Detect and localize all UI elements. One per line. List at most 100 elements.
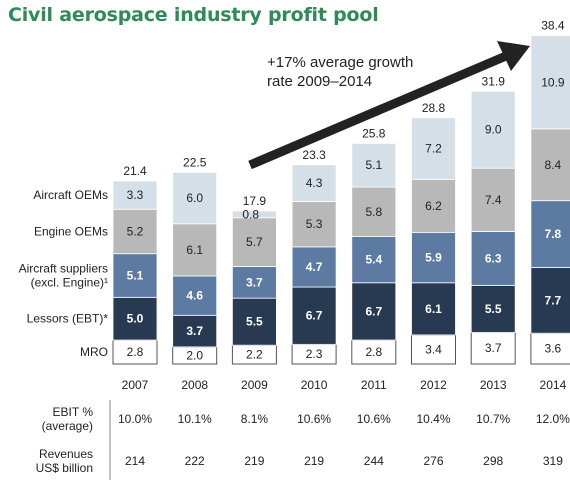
data-label: 8.4 — [545, 158, 562, 172]
table-cell: 319 — [543, 454, 563, 468]
data-label: 4.7 — [306, 260, 323, 274]
data-label: 3.7 — [186, 324, 203, 338]
total-label: 31.9 — [482, 74, 506, 88]
bar-segment — [530, 266, 570, 334]
data-label: 3.4 — [425, 342, 442, 356]
table-cell: 298 — [483, 454, 503, 468]
data-label: 7.2 — [425, 142, 442, 156]
data-label: 3.6 — [545, 342, 562, 356]
total-label: 17.9 — [243, 194, 267, 208]
table-cell: 276 — [423, 454, 443, 468]
data-label: 4.3 — [306, 176, 323, 190]
data-label: 5.3 — [306, 217, 323, 231]
data-label: 5.8 — [365, 205, 382, 219]
table-row-label: US$ billion — [36, 461, 93, 475]
x-tick-label: 2012 — [420, 378, 447, 392]
table-row-label: (average) — [42, 419, 93, 433]
series-label: Aircraft suppliers — [19, 262, 108, 276]
data-label: 3.7 — [485, 341, 502, 355]
data-label: 6.1 — [186, 243, 203, 257]
data-label: 0.8 — [242, 207, 259, 221]
data-label: 3.7 — [246, 275, 263, 289]
growth-annotation: rate 2009–2014 — [267, 73, 372, 90]
x-tick-label: 2014 — [540, 378, 567, 392]
x-tick-label: 2010 — [301, 378, 328, 392]
bar-segment — [411, 117, 456, 180]
series-label: Engine OEMs — [34, 224, 108, 238]
bar-segment — [172, 223, 218, 277]
bar-segment — [231, 266, 277, 299]
bar-segment — [351, 282, 397, 341]
table-cell: 10.6% — [357, 412, 391, 426]
data-label: 5.1 — [365, 158, 382, 172]
data-label: 4.6 — [186, 289, 203, 303]
data-label: 10.9 — [541, 75, 565, 89]
bar-segment — [291, 246, 337, 288]
data-label: 5.5 — [246, 315, 263, 329]
data-label: 5.2 — [127, 224, 144, 238]
data-label: 6.7 — [306, 309, 323, 323]
data-label: 6.7 — [365, 304, 382, 318]
table-cell: 10.7% — [476, 412, 510, 426]
growth-arrow-head — [497, 41, 530, 71]
series-label: Aircraft OEMs — [33, 188, 108, 202]
bar-segment — [112, 208, 158, 255]
x-tick-label: 2007 — [122, 378, 149, 392]
data-label: 6.0 — [186, 191, 203, 205]
table-cell: 219 — [304, 454, 324, 468]
table-cell: 219 — [244, 454, 264, 468]
bar-segment — [291, 164, 337, 202]
data-label: 3.3 — [127, 188, 144, 202]
data-label: 5.4 — [365, 253, 382, 267]
x-tick-label: 2008 — [181, 378, 208, 392]
bar-segment — [411, 334, 456, 365]
total-label: 21.4 — [123, 164, 147, 178]
bar-segment — [470, 167, 516, 232]
bar-segment — [530, 35, 570, 130]
bar-segment — [112, 253, 158, 298]
data-label: 6.1 — [425, 302, 442, 316]
growth-arrow — [248, 51, 508, 170]
series-label: (excl. Engine)¹ — [31, 276, 108, 290]
data-label: 9.0 — [485, 123, 502, 137]
bar-segment — [172, 172, 218, 225]
bar-segment — [231, 210, 277, 219]
data-label: 5.7 — [246, 235, 263, 249]
data-label: 6.2 — [425, 199, 442, 213]
data-label: 5.9 — [425, 251, 442, 265]
bar-segment — [470, 331, 516, 365]
data-label: 6.3 — [485, 251, 502, 265]
data-label: 7.7 — [545, 293, 562, 307]
table-cell: 8.1% — [241, 412, 269, 426]
series-label: MRO — [80, 345, 108, 359]
table-cell: 214 — [125, 454, 145, 468]
table-cell: 10.1% — [178, 412, 212, 426]
table-row-label: EBIT % — [53, 405, 94, 419]
bar-segment — [291, 201, 337, 248]
bar-segment — [351, 186, 397, 238]
growth-annotation: +17% average growth — [267, 54, 413, 71]
table-row-label: Revenues — [39, 447, 93, 461]
bar-segment — [172, 314, 218, 348]
table-cell: 10.0% — [118, 412, 152, 426]
data-label: 2.3 — [306, 347, 323, 361]
total-label: 22.5 — [183, 155, 207, 169]
series-label: Lessors (EBT)* — [27, 312, 109, 326]
bar-segment — [172, 275, 218, 316]
table-cell: 244 — [364, 454, 384, 468]
bar-segment — [112, 180, 158, 210]
chart-title: Civil aerospace industry profit pool — [8, 4, 379, 26]
bar-segment — [470, 90, 516, 169]
bar-segment — [112, 296, 158, 341]
bar-segment — [291, 286, 337, 345]
table-cell: 10.4% — [416, 412, 450, 426]
x-tick-label: 2009 — [241, 378, 268, 392]
bar-segment — [231, 297, 277, 346]
table-cell: 12.0% — [536, 412, 570, 426]
data-label: 5.5 — [485, 302, 502, 316]
total-label: 25.8 — [362, 126, 386, 140]
data-label: 5.0 — [127, 312, 144, 326]
bar-segment — [231, 217, 277, 267]
bar-segment — [470, 231, 516, 286]
